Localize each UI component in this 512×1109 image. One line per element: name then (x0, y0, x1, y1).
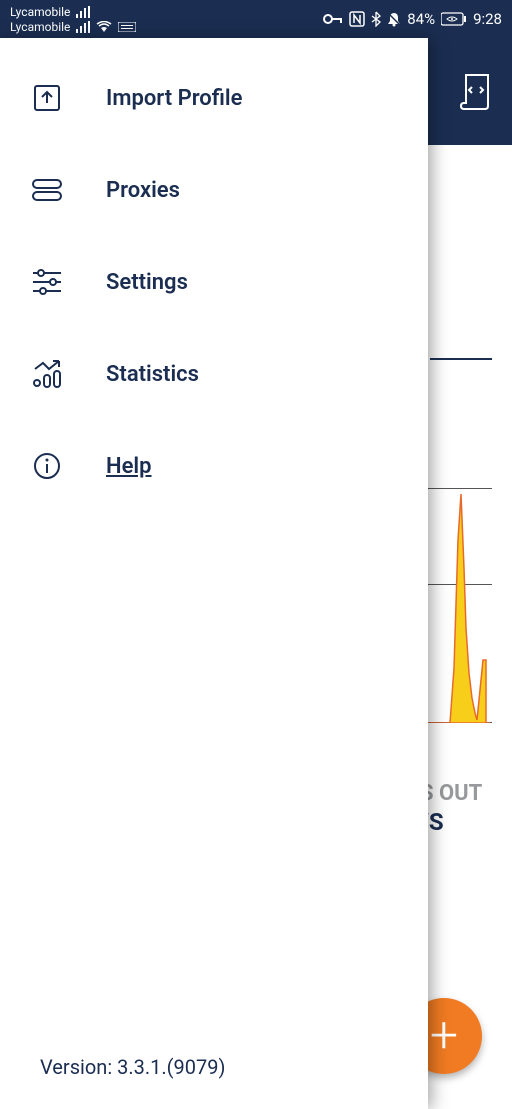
nfc-icon (349, 11, 365, 27)
carrier-label-1: Lycamobile (10, 5, 70, 19)
drawer-item-settings[interactable]: Settings (0, 236, 428, 328)
signal-icon-2 (76, 21, 90, 33)
chart-spike (420, 488, 492, 723)
page-code-icon[interactable] (458, 73, 492, 111)
drawer-item-statistics[interactable]: Statistics (0, 328, 428, 420)
status-bar: Lycamobile Lycamobile (0, 0, 512, 38)
status-right: 84% 9:28 (323, 10, 502, 28)
key-icon (323, 13, 343, 25)
keyboard-icon (118, 22, 136, 32)
sliders-icon (30, 268, 64, 296)
battery-percent: 84% (407, 10, 435, 28)
clock: 9:28 (473, 10, 502, 28)
plus-icon: + (430, 1011, 458, 1061)
version-label: Version: 3.3.1.(9079) (0, 1055, 428, 1109)
bg-divider (430, 358, 492, 360)
traffic-chart (420, 488, 492, 723)
drawer-label: Settings (106, 270, 188, 295)
drawer-label: Import Profile (106, 86, 242, 111)
status-left: Lycamobile Lycamobile (10, 5, 136, 34)
proxies-icon (30, 178, 64, 202)
notification-off-icon (387, 11, 401, 27)
drawer-item-proxies[interactable]: Proxies (0, 144, 428, 236)
bluetooth-icon (371, 11, 381, 27)
drawer-label: Statistics (106, 362, 199, 387)
info-icon (30, 451, 64, 481)
signal-icon (76, 6, 90, 18)
drawer-label: Help (106, 454, 152, 479)
drawer-item-help[interactable]: Help (0, 420, 428, 512)
drawer-item-import-profile[interactable]: Import Profile (0, 52, 428, 144)
drawer-items: Import Profile Proxies Settings Statisti… (0, 38, 428, 1055)
wifi-icon (96, 21, 112, 33)
import-icon (30, 83, 64, 113)
carrier-label-2: Lycamobile (10, 20, 70, 34)
statistics-icon (30, 359, 64, 389)
drawer-label: Proxies (106, 178, 180, 203)
nav-drawer: Import Profile Proxies Settings Statisti… (0, 38, 428, 1109)
battery-icon (441, 12, 467, 26)
bytes-out-label: S OUT (420, 781, 482, 806)
